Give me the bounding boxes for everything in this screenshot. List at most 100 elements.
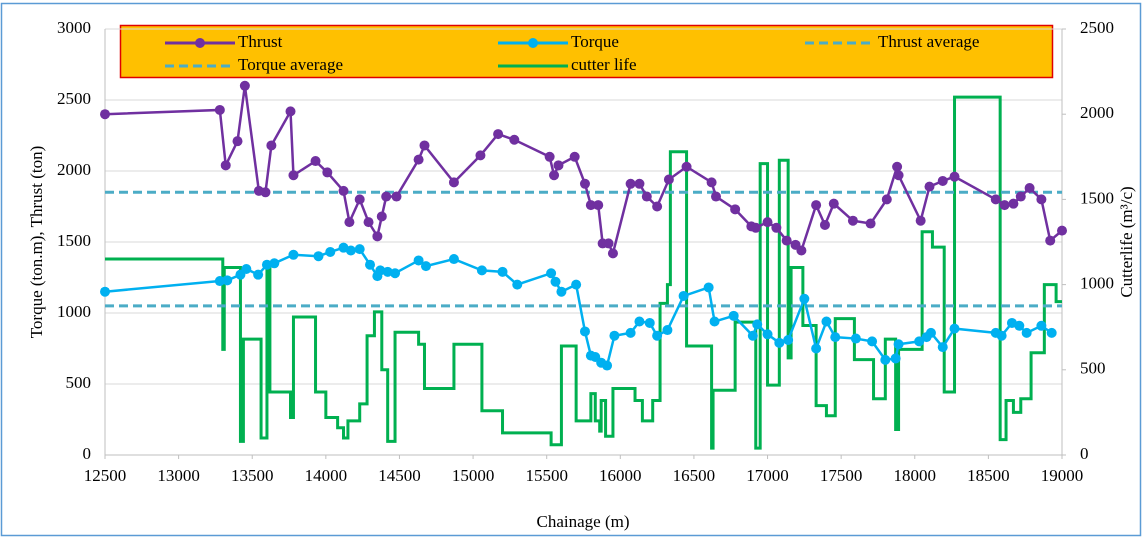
data-point (1015, 191, 1026, 202)
data-point (607, 248, 618, 259)
data-point (663, 174, 674, 185)
data-point (867, 336, 878, 347)
y2-tick-label: 500 (1080, 359, 1106, 378)
data-point (354, 194, 365, 205)
legend-marker (528, 38, 538, 48)
x-tick-label: 16000 (599, 466, 642, 485)
data-point (1008, 198, 1019, 209)
data-point (796, 245, 807, 256)
data-point (652, 201, 663, 212)
x-tick-label: 16500 (673, 466, 716, 485)
data-point (999, 200, 1010, 211)
data-point (730, 204, 741, 215)
data-point (830, 332, 841, 343)
x-tick-label: 14000 (305, 466, 348, 485)
data-point (448, 177, 459, 188)
data-point (890, 353, 901, 364)
data-point (556, 286, 567, 297)
data-point (497, 266, 508, 277)
data-point (214, 104, 225, 115)
x-tick-label: 14500 (378, 466, 421, 485)
legend-label: Thrust (238, 32, 283, 51)
y-tick-label: 1000 (57, 302, 91, 321)
data-point (625, 178, 636, 189)
y-tick-label: 500 (66, 373, 92, 392)
data-point (750, 222, 761, 233)
data-point (493, 129, 504, 140)
data-point (1014, 320, 1025, 331)
legend-label: Torque (571, 32, 619, 51)
data-point (579, 326, 590, 337)
data-point (881, 194, 892, 205)
data-point (239, 80, 250, 91)
data-point (390, 268, 401, 279)
y-tick-label: 1500 (57, 231, 91, 250)
y-axis-title: Torque (ton.m), Thrust (ton) (27, 146, 46, 339)
data-point (546, 268, 557, 279)
data-point (571, 279, 582, 290)
data-point (363, 217, 374, 228)
x-tick-label: 13500 (231, 466, 274, 485)
data-point (420, 261, 431, 272)
series-line (105, 95, 1062, 450)
data-point (949, 171, 960, 182)
y-tick-label: 3000 (57, 18, 91, 37)
data-point (706, 177, 717, 188)
data-point (1024, 183, 1035, 194)
data-point (925, 327, 936, 338)
legend-label: Thrust average (878, 32, 979, 51)
data-point (892, 161, 903, 172)
data-point (585, 200, 596, 211)
data-point (344, 217, 355, 228)
data-point (253, 269, 264, 280)
data-point (634, 178, 645, 189)
data-point (937, 342, 948, 353)
data-point (549, 170, 560, 181)
data-point (821, 316, 832, 327)
legend-label: Torque average (238, 55, 343, 74)
data-point (828, 198, 839, 209)
data-point (949, 323, 960, 334)
y-tick-label: 0 (83, 444, 92, 463)
y2-tick-label: 1500 (1080, 188, 1114, 207)
data-point (893, 170, 904, 181)
data-point (310, 156, 321, 167)
data-point (372, 231, 383, 242)
data-point (641, 191, 652, 202)
data-point (850, 333, 861, 344)
data-point (728, 310, 739, 321)
data-point (762, 329, 773, 340)
data-point (544, 151, 555, 162)
data-point (811, 200, 822, 211)
y-tick-label: 2000 (57, 160, 91, 179)
data-point (100, 109, 110, 120)
data-point (937, 175, 948, 186)
data-point (448, 254, 459, 265)
y2-tick-label: 2500 (1080, 18, 1114, 37)
data-point (865, 218, 876, 229)
legend-marker (195, 38, 205, 48)
data-point (634, 316, 645, 327)
data-point (338, 185, 349, 196)
data-point (678, 290, 689, 301)
data-point (880, 354, 891, 365)
y-tick-label: 2500 (57, 89, 91, 108)
data-point (365, 259, 376, 270)
data-point (553, 160, 564, 171)
data-point (752, 319, 763, 330)
x-tick-label: 15000 (452, 466, 495, 485)
data-point (603, 238, 614, 249)
data-point (376, 211, 387, 222)
x-tick-label: 12500 (84, 466, 127, 485)
data-point (996, 330, 1007, 341)
data-point (771, 222, 782, 233)
x-tick-label: 18500 (967, 466, 1010, 485)
data-point (893, 339, 904, 350)
data-point (1036, 320, 1047, 331)
data-point (1057, 225, 1067, 236)
data-point (1045, 235, 1056, 246)
data-point (1021, 327, 1032, 338)
data-point (747, 330, 758, 341)
data-point (783, 334, 794, 345)
